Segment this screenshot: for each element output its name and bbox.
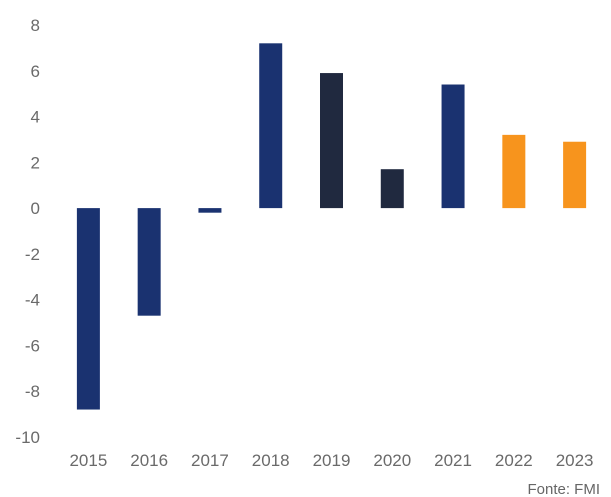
source-note: Fonte: FMI	[527, 481, 600, 497]
y-tick-label: 0	[31, 199, 40, 218]
x-tick-label: 2020	[373, 451, 411, 470]
x-tick-label: 2019	[313, 451, 351, 470]
y-tick-label: -10	[15, 428, 40, 447]
bar-2020	[380, 169, 404, 209]
x-tick-label: 2017	[191, 451, 229, 470]
y-axis-tick-labels: 8 6 4 2 0 -2 -4 -6 -8 -10	[15, 16, 40, 447]
bar-2016	[137, 208, 161, 316]
bar-2023	[563, 141, 587, 209]
x-tick-label: 2018	[252, 451, 290, 470]
x-tick-label: 2016	[130, 451, 168, 470]
bar-2022	[502, 134, 526, 209]
bar-2019	[320, 73, 343, 209]
y-tick-label: 8	[31, 16, 40, 35]
y-tick-label: 4	[31, 108, 40, 127]
bar-2017	[198, 208, 222, 213]
y-tick-label: -6	[25, 336, 40, 355]
x-tick-label: 2023	[556, 451, 594, 470]
y-tick-label: -8	[25, 382, 40, 401]
x-tick-label: 2015	[69, 451, 107, 470]
x-tick-label: 2022	[495, 451, 533, 470]
y-tick-label: -2	[25, 245, 40, 264]
y-tick-label: 2	[31, 153, 40, 172]
x-tick-label: 2021	[434, 451, 472, 470]
bar-2021	[441, 84, 465, 209]
y-tick-label: 6	[31, 62, 40, 81]
x-axis-tick-labels: 2015 2016 2017 2018 2019 2020 2021 2022 2023	[69, 451, 593, 470]
bar-series	[76, 43, 587, 410]
bar-2015	[76, 208, 100, 410]
y-tick-label: -4	[25, 291, 40, 310]
bar-2018	[259, 43, 283, 209]
